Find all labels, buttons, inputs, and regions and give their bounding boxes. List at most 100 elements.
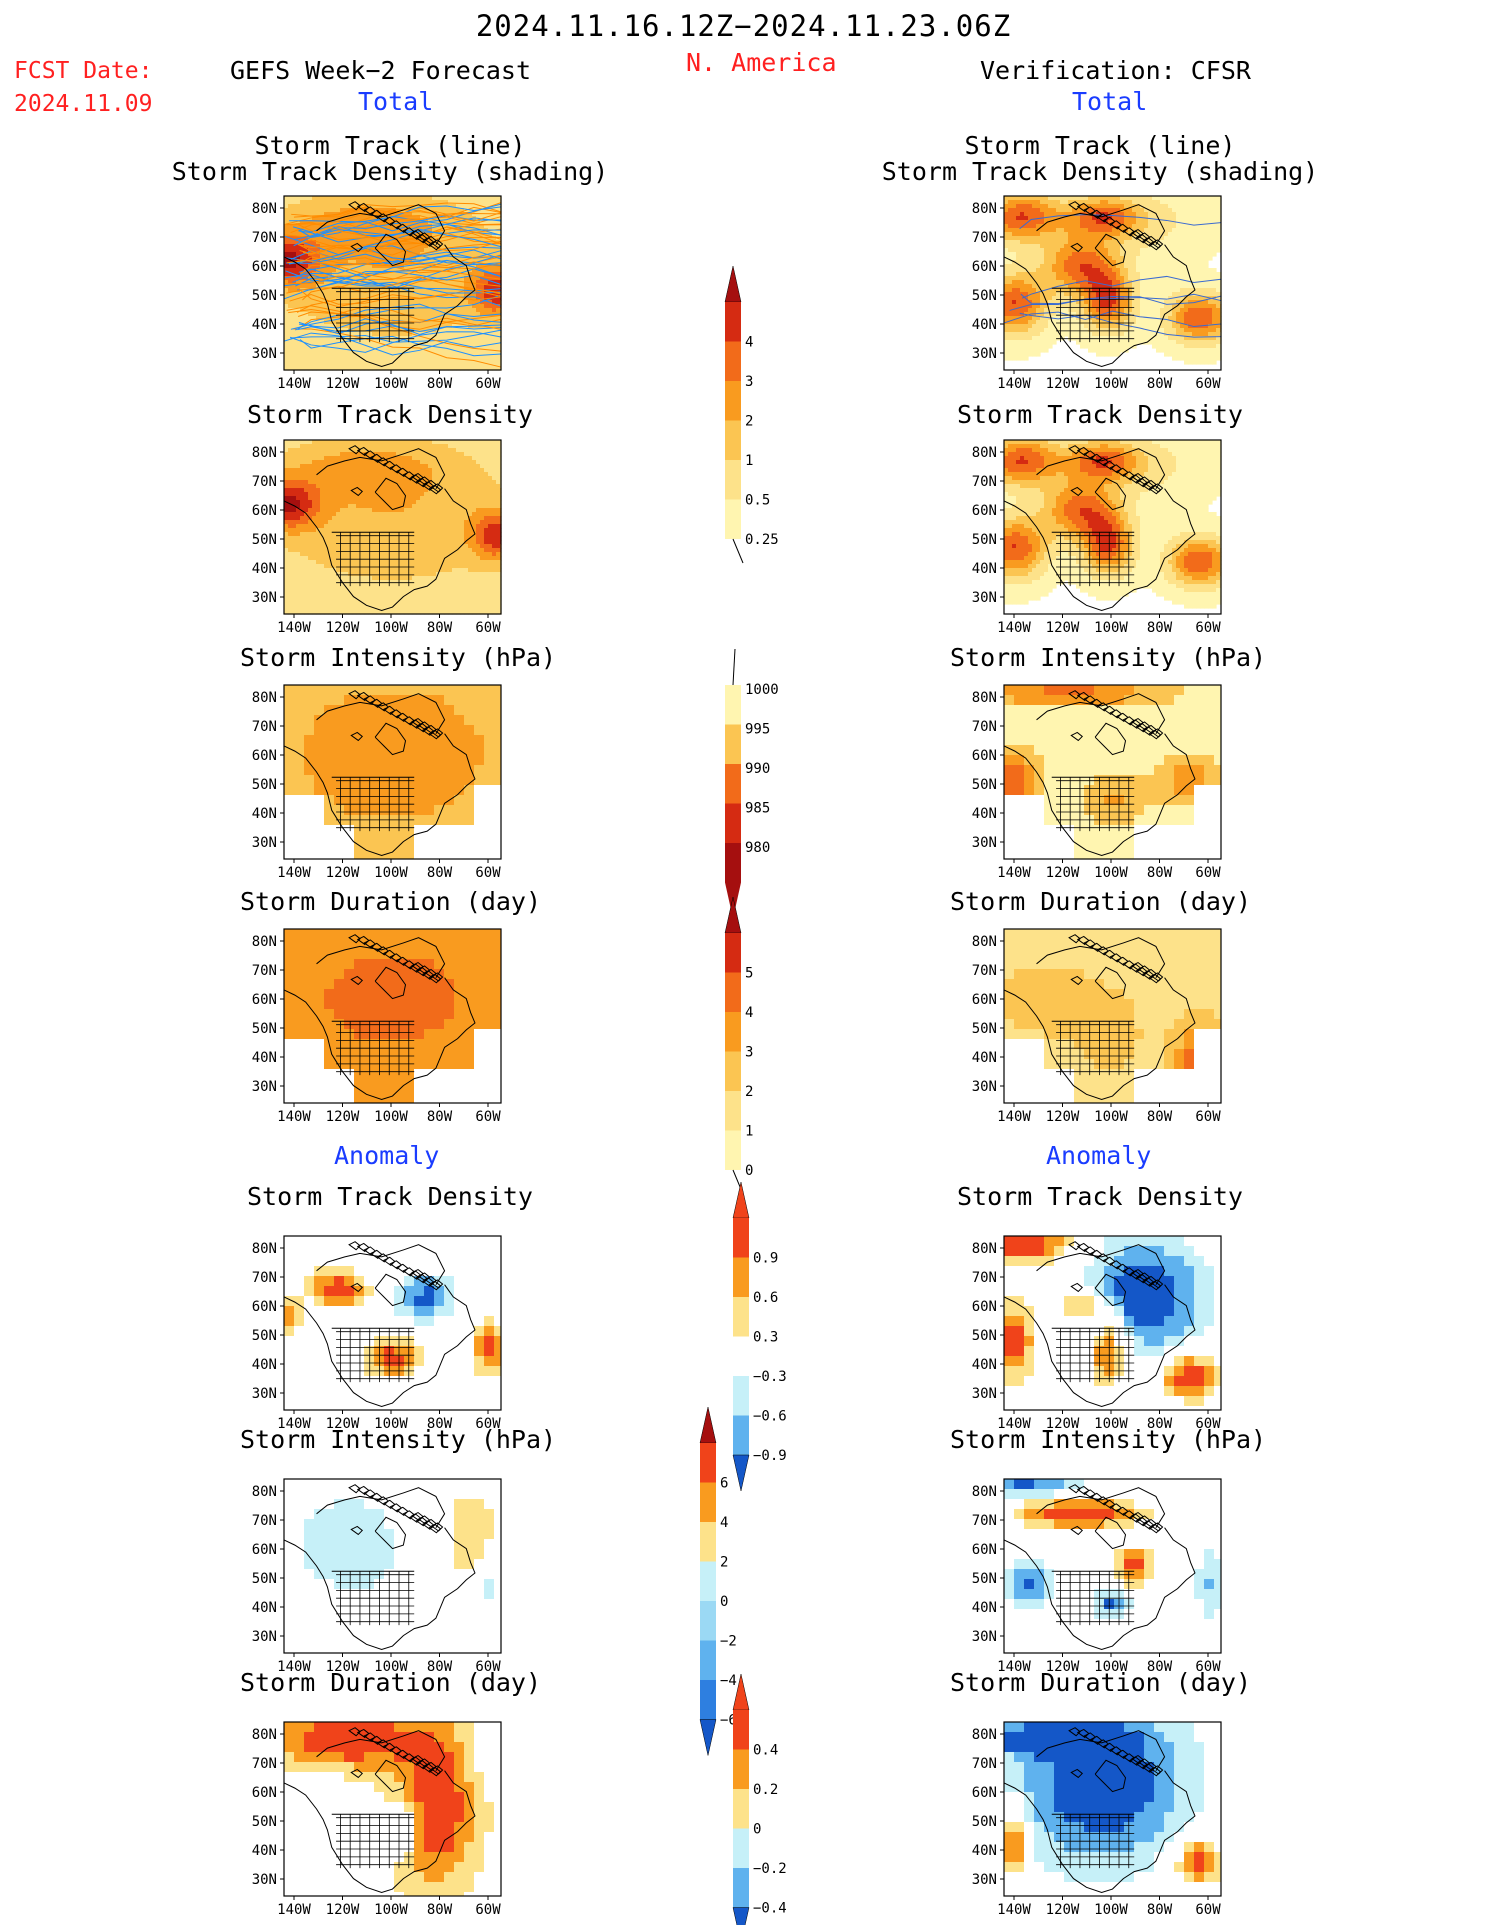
colorbar-segment: [725, 302, 741, 342]
colorbar-segment: [700, 1601, 716, 1641]
lat-label: 80N: [972, 1484, 997, 1500]
lat-label: 40N: [972, 806, 997, 822]
panel-title-obs-track-line: Storm Track (line): [964, 131, 1236, 160]
colorbar-tail: [732, 538, 744, 564]
colorbar-label: −6: [720, 1713, 737, 1729]
colorbar-arrow: [699, 1406, 717, 1444]
lon-label: 140W: [277, 865, 311, 881]
map-frame: [283, 195, 502, 371]
lon-label: 60W: [1195, 1659, 1221, 1675]
lat-label: 70N: [972, 1513, 997, 1529]
panel-title-obs-density: Storm Track Density: [957, 400, 1243, 429]
lat-label: 40N: [252, 806, 277, 822]
lat-label: 30N: [252, 1629, 277, 1645]
map-frame: [1003, 1721, 1222, 1897]
lon-label: 120W: [1046, 1902, 1080, 1918]
colorbar-label: 995: [745, 722, 770, 738]
lon-label: 80W: [1147, 376, 1173, 392]
lon-label: 120W: [1046, 1109, 1080, 1125]
lat-label: 70N: [252, 963, 277, 979]
panel-title-fcst-intensity: Storm Intensity (hPa): [240, 643, 557, 672]
lat-label: 30N: [252, 1079, 277, 1095]
panel-title-fcst-anom-intensity: Storm Intensity (hPa): [240, 1425, 557, 1454]
lat-label: 50N: [252, 1814, 277, 1830]
total-right-label: Total: [1072, 87, 1148, 116]
lon-label: 140W: [997, 865, 1031, 881]
colorbar-label: 5: [745, 966, 753, 982]
lat-label: 80N: [252, 690, 277, 706]
coastlines: [283, 690, 476, 857]
lon-label: 140W: [997, 1659, 1031, 1675]
lat-label: 80N: [972, 690, 997, 706]
colorbar-label: 0.4: [753, 1743, 778, 1759]
lat-label: 50N: [972, 777, 997, 793]
lat-label: 80N: [972, 445, 997, 461]
colorbar-segment: [725, 843, 741, 883]
lon-label: 120W: [326, 1109, 360, 1125]
colorbar-anom-intensity: 6 4 2 0 −2 −4 −6: [699, 1406, 737, 1756]
lat-label: 40N: [972, 561, 997, 577]
lat-label: 70N: [972, 963, 997, 979]
colorbar-label: 2: [745, 1084, 753, 1100]
lat-label: 70N: [252, 1270, 277, 1286]
panel-title-obs-anom-duration: Storm Duration (day): [950, 1668, 1252, 1697]
lon-label: 140W: [277, 1416, 311, 1432]
lat-label: 30N: [972, 1079, 997, 1095]
colorbar-segment: [700, 1680, 716, 1720]
colorbar-segment: [733, 1218, 749, 1258]
lon-label: 120W: [326, 865, 360, 881]
colorbar-arrow: [732, 1181, 750, 1219]
lat-label: 40N: [972, 1050, 997, 1066]
lat-label: 60N: [972, 1785, 997, 1801]
lon-label: 80W: [427, 1902, 453, 1918]
lat-label: 70N: [252, 719, 277, 735]
colorbar-label: −0.4: [753, 1901, 787, 1917]
right-column-title: Verification: CFSR: [980, 56, 1251, 85]
lat-label: 60N: [972, 992, 997, 1008]
lat-label: 60N: [252, 1542, 277, 1558]
coastlines: [283, 1241, 476, 1408]
lat-label: 70N: [972, 230, 997, 246]
colorbar-segment: [700, 1522, 716, 1562]
colorbar-total-duration: 5 4 3 2 1 0: [724, 896, 753, 1195]
map-frame: [283, 1235, 502, 1411]
lon-label: 120W: [1046, 376, 1080, 392]
map-frame: [1003, 1235, 1222, 1411]
lat-label: 30N: [972, 1386, 997, 1402]
colorbar-segment: [725, 933, 741, 973]
colorbar-segment: [725, 685, 741, 725]
lon-label: 140W: [997, 1416, 1031, 1432]
colorbar-label: 4: [745, 335, 753, 351]
lat-label: 80N: [972, 934, 997, 950]
lat-label: 60N: [252, 748, 277, 764]
coastlines: [1003, 201, 1196, 368]
lon-label: 100W: [374, 1416, 408, 1432]
lon-label: 140W: [997, 1109, 1031, 1125]
lon-label: 80W: [427, 1109, 453, 1125]
colorbar-label: 2: [745, 414, 753, 430]
obs-total-duration-shading: [1004, 929, 1221, 1103]
colorbar-label: 4: [720, 1515, 728, 1531]
lat-label: 80N: [252, 201, 277, 217]
map-frame: [283, 1721, 502, 1897]
colorbar-segment: [725, 1130, 741, 1170]
panel-title-obs-intensity: Storm Intensity (hPa): [950, 643, 1267, 672]
lon-label: 60W: [475, 1109, 501, 1125]
panel-title-fcst-track-shading: Storm Track Density (shading): [171, 157, 609, 186]
colorbar-label: −0.3: [753, 1369, 787, 1385]
lon-label: 60W: [1195, 865, 1221, 881]
colorbar-label: 0.3: [753, 1330, 778, 1346]
colorbar-tail: [732, 648, 736, 686]
fcst-track-lines: [283, 202, 502, 368]
lon-label: 140W: [997, 376, 1031, 392]
colorbar-segment: [725, 341, 741, 381]
panel-title-obs-track-shading: Storm Track Density (shading): [881, 157, 1319, 186]
lon-label: 80W: [427, 376, 453, 392]
lat-label: 60N: [252, 1299, 277, 1315]
map-frame: [283, 439, 502, 615]
